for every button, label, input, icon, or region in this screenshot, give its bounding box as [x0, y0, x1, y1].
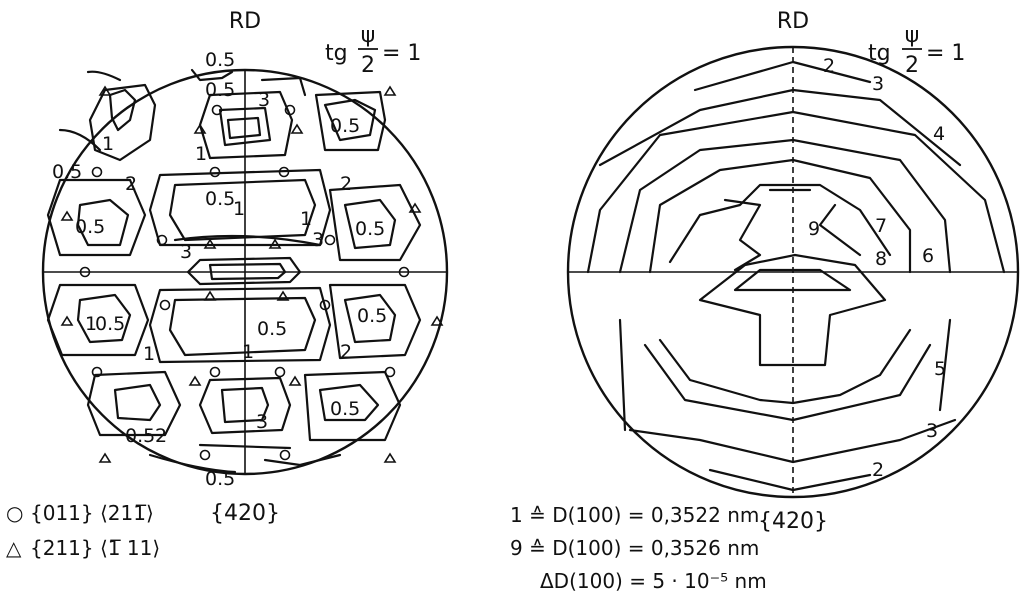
contour-label: 1 [102, 133, 114, 155]
contour-label: 2 [155, 425, 167, 447]
legend-text-triangle: {211} ⟨1̅ 11⟩ [30, 536, 160, 560]
contour-label: 1 [195, 143, 207, 165]
contour-label: 0.5 [205, 49, 235, 71]
left-rd-label: RD [229, 9, 261, 34]
left-tg-denominator: 2 [361, 53, 375, 78]
contour-label: 0.5 [205, 468, 235, 490]
right-tg-lhs: tg [868, 41, 891, 66]
note-line-3: ΔD(100) = 5 · 10⁻⁵ nm [540, 569, 767, 593]
left-tg-rhs: = 1 [382, 41, 421, 66]
right-rd-label: RD [777, 9, 809, 34]
contour-label: 9 [808, 218, 820, 240]
contour-label: 3 [872, 73, 884, 95]
contour-label: 3 [256, 411, 268, 433]
right-pole-figure: RD tg ψ 2 = 1 {420} 2 3 4 9 7 8 6 5 3 2 … [510, 9, 1020, 593]
contour-label: 0.5 [125, 425, 155, 447]
left-circle-markers [79, 104, 410, 461]
contour-label: 3 [180, 241, 192, 263]
note-line-2: 9 ≙ D(100) = 0,3526 nm [510, 536, 759, 560]
contour-label: 3 [312, 229, 324, 251]
left-pole-figure: RD tg ψ 2 = 1 {420} 0.5 0.5 3 0.5 1 0.5 … [6, 9, 449, 560]
contour-label: 2 [340, 173, 352, 195]
contour-label: 7 [875, 215, 887, 237]
right-tg-numerator: ψ [905, 23, 920, 48]
contour-label: 0.5 [205, 79, 235, 101]
right-tg-rhs: = 1 [926, 41, 965, 66]
contour-label: 0.5 [75, 216, 105, 238]
contour-label: 1 [242, 341, 254, 363]
right-tg-denominator: 2 [905, 53, 919, 78]
left-contour-labels: 0.5 0.5 3 0.5 1 0.5 2 2 0.5 1 0.5 0.5 3 … [52, 49, 387, 490]
contour-label: 2 [340, 341, 352, 363]
contour-label: 0.5 [357, 305, 387, 327]
contour-label: 2 [125, 173, 137, 195]
contour-label: 3 [258, 89, 270, 111]
contour-label: 4 [933, 123, 945, 145]
contour-label: 1 [233, 198, 245, 220]
contour-label: 0.5 [52, 161, 82, 183]
contour-label: 3 [926, 420, 938, 442]
contour-label: 0.5 [257, 318, 287, 340]
contour-label: 1 [300, 208, 312, 230]
right-contours [586, 60, 1006, 492]
contour-label: 0.5 [205, 188, 235, 210]
contour-label: 1 [85, 313, 97, 335]
legend-marker-triangle: △ [6, 536, 22, 560]
left-triangle-markers [60, 85, 444, 463]
contour-label: 0.5 [330, 115, 360, 137]
left-tg-lhs: tg [325, 41, 348, 66]
contour-label: 1 [143, 343, 155, 365]
contour-label: 0.5 [330, 398, 360, 420]
contour-label: 2 [872, 459, 884, 481]
left-bottom-label: {420} [210, 501, 280, 526]
contour-label: 2 [823, 55, 835, 77]
right-notes: 1 ≙ D(100) = 0,3522 nm 9 ≙ D(100) = 0,35… [510, 503, 767, 593]
legend-marker-circle: ○ [6, 501, 23, 525]
left-contours [46, 68, 422, 474]
contour-label: 5 [934, 358, 946, 380]
right-contour-labels: 2 3 4 9 7 8 6 5 3 2 [808, 55, 946, 481]
left-tg-numerator: ψ [361, 23, 376, 48]
contour-label: 0.5 [355, 218, 385, 240]
contour-label: 8 [875, 248, 887, 270]
left-legend: ○ {011} ⟨211̅⟩ △ {211} ⟨1̅ 11⟩ [6, 501, 160, 560]
right-bottom-label: {420} [758, 509, 828, 534]
legend-text-circle: {011} ⟨211̅⟩ [30, 501, 154, 525]
contour-label: 0.5 [95, 313, 125, 335]
contour-label: 6 [922, 245, 934, 267]
note-line-1: 1 ≙ D(100) = 0,3522 nm [510, 503, 759, 527]
